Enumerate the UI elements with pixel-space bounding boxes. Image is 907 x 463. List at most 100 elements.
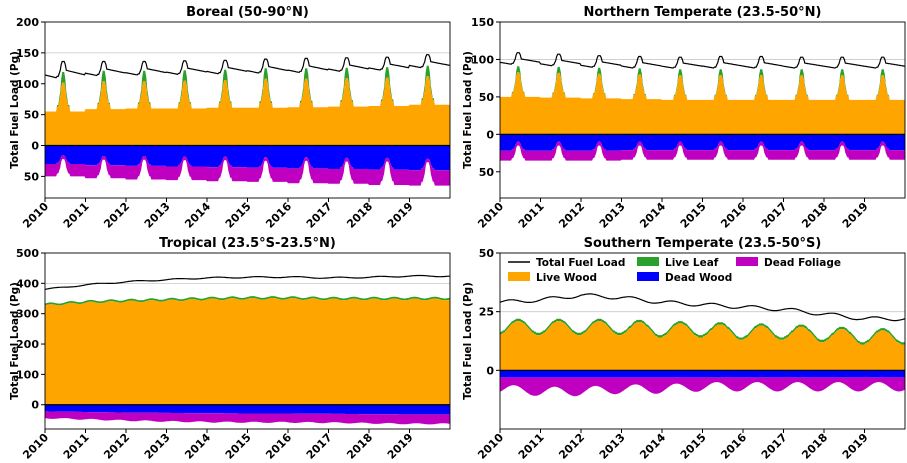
- panel-southern-temperate: Southern Temperate (23.5-50°S) 50 25 0 Total…: [462, 236, 906, 462]
- x-tick-label: 2018: [344, 200, 375, 231]
- series-dead-foliage: [45, 155, 450, 186]
- series-live-wood: [45, 297, 450, 405]
- x-tick-label: 2019: [840, 200, 871, 231]
- x-tick-label: 2016: [718, 200, 749, 231]
- x-tick-label: 2015: [223, 200, 254, 231]
- y-tick-label: 50: [479, 247, 495, 260]
- y-axis-label: Total Fuel Load (Pg): [9, 282, 21, 400]
- x-tick-label: 2012: [101, 431, 132, 462]
- x-tick-label: 2019: [840, 431, 871, 462]
- x-tick-label: 2013: [597, 431, 628, 462]
- x-tick-label: 2011: [516, 200, 547, 231]
- y-tick-label: 200: [16, 16, 39, 29]
- y-tick-label: 200: [16, 338, 39, 351]
- legend-label-dead_wood: Dead Wood: [665, 272, 732, 284]
- x-tick-label: 2015: [678, 431, 709, 462]
- legend-swatch-live_leaf: [637, 257, 659, 266]
- y-tick-label: 150: [16, 47, 39, 60]
- x-tick-label: 2012: [556, 200, 587, 231]
- legend-label-live_leaf: Live Leaf: [665, 257, 719, 269]
- y-tick-label: 50: [24, 170, 40, 183]
- x-tick-label: 2014: [637, 431, 668, 462]
- legend-label-dead_foliage: Dead Foliage: [764, 257, 841, 269]
- panel-tropical: Tropical (23.5°S-23.5°N) 500 400 300 200 100 0…: [9, 236, 451, 462]
- y-tick-label: 150: [471, 16, 494, 29]
- y-tick-label: 100: [16, 78, 39, 91]
- panel-title: Boreal (50-90°N): [186, 5, 309, 20]
- y-axis-label: Total Fuel Load (Pg): [462, 51, 474, 169]
- x-tick-label: 2012: [556, 431, 587, 462]
- y-axis-label: Total Fuel Load (Pg): [9, 51, 21, 169]
- series-dead-foliage: [500, 377, 905, 397]
- x-tick-label: 2014: [182, 431, 213, 462]
- y-tick-label: 400: [16, 277, 39, 290]
- x-tick-label: 2017: [759, 431, 790, 462]
- x-tick-label: 2018: [799, 431, 830, 462]
- x-tick-label: 2011: [61, 200, 92, 231]
- panel-title: Tropical (23.5°S-23.5°N): [159, 236, 336, 251]
- y-axis-label: Total Fuel Load (Pg): [462, 282, 474, 400]
- series-dead-wood: [45, 145, 450, 171]
- x-tick-label: 2012: [101, 200, 132, 231]
- x-tick-label: 2016: [263, 431, 294, 462]
- x-tick-label: 2017: [759, 200, 790, 231]
- y-tick-label: 500: [16, 247, 39, 260]
- y-tick-label: 25: [479, 306, 494, 319]
- x-tick-label: 2015: [223, 431, 254, 462]
- y-tick-label: 100: [471, 53, 494, 66]
- x-tick-label: 2014: [637, 200, 668, 231]
- x-tick-label: 2010: [475, 200, 506, 231]
- y-tick-label: 100: [16, 368, 39, 381]
- series-dead-wood: [45, 404, 450, 415]
- y-tick-label: 0: [486, 364, 494, 377]
- x-tick-label: 2018: [799, 200, 830, 231]
- y-tick-label: 0: [486, 128, 494, 141]
- y-tick-label: 50: [479, 91, 495, 104]
- x-tick-label: 2010: [20, 200, 51, 231]
- y-tick-label: 0: [31, 140, 39, 153]
- x-tick-label: 2011: [516, 431, 547, 462]
- series-total-fuel-load: [44, 274, 451, 290]
- legend-swatch-live_wood: [508, 272, 530, 281]
- legend-swatch-dead_wood: [637, 272, 659, 281]
- x-tick-label: 2019: [385, 200, 416, 231]
- series-total-fuel-load: [44, 54, 451, 79]
- x-tick-label: 2017: [304, 431, 335, 462]
- x-tick-label: 2013: [597, 200, 628, 231]
- y-tick-label: 50: [479, 166, 495, 179]
- panel-title: Southern Temperate (23.5-50°S): [584, 236, 822, 251]
- series-live-leaf: [500, 318, 905, 345]
- x-tick-label: 2010: [475, 431, 506, 462]
- series-total-fuel-load: [499, 52, 906, 69]
- y-tick-label: 0: [31, 399, 39, 412]
- x-tick-label: 2014: [182, 200, 213, 231]
- x-tick-label: 2016: [263, 200, 294, 231]
- x-tick-label: 2017: [304, 200, 335, 231]
- x-tick-label: 2018: [344, 431, 375, 462]
- y-tick-label: 50: [24, 109, 40, 122]
- series-dead-foliage: [45, 411, 450, 425]
- y-tick-label: 300: [16, 308, 39, 321]
- legend-label-live_wood: Live Wood: [536, 272, 597, 284]
- series-live-leaf: [45, 296, 450, 306]
- x-tick-label: 2011: [61, 431, 92, 462]
- x-tick-label: 2019: [385, 431, 416, 462]
- x-tick-label: 2013: [142, 431, 173, 462]
- series-live-leaf: [45, 65, 450, 112]
- legend-swatch-dead_foliage: [736, 257, 758, 266]
- series-live-wood: [45, 76, 450, 146]
- legend: Total Fuel Load Live Wood Live Leaf Dead Wo…: [508, 257, 841, 284]
- series-live-wood: [500, 321, 905, 371]
- series-dead-wood: [500, 134, 905, 151]
- x-tick-label: 2010: [20, 431, 51, 462]
- legend-label-total: Total Fuel Load: [536, 257, 625, 269]
- series-live-wood: [500, 72, 905, 135]
- panel-title: Northern Temperate (23.5-50°N): [584, 5, 822, 20]
- x-tick-label: 2013: [142, 200, 173, 231]
- series-dead-foliage: [500, 141, 905, 161]
- panel-northern-temperate: Northern Temperate (23.5-50°N) 150 100 50 0 5…: [462, 5, 906, 231]
- series-dead-wood: [500, 370, 905, 378]
- series-live-leaf: [500, 66, 905, 100]
